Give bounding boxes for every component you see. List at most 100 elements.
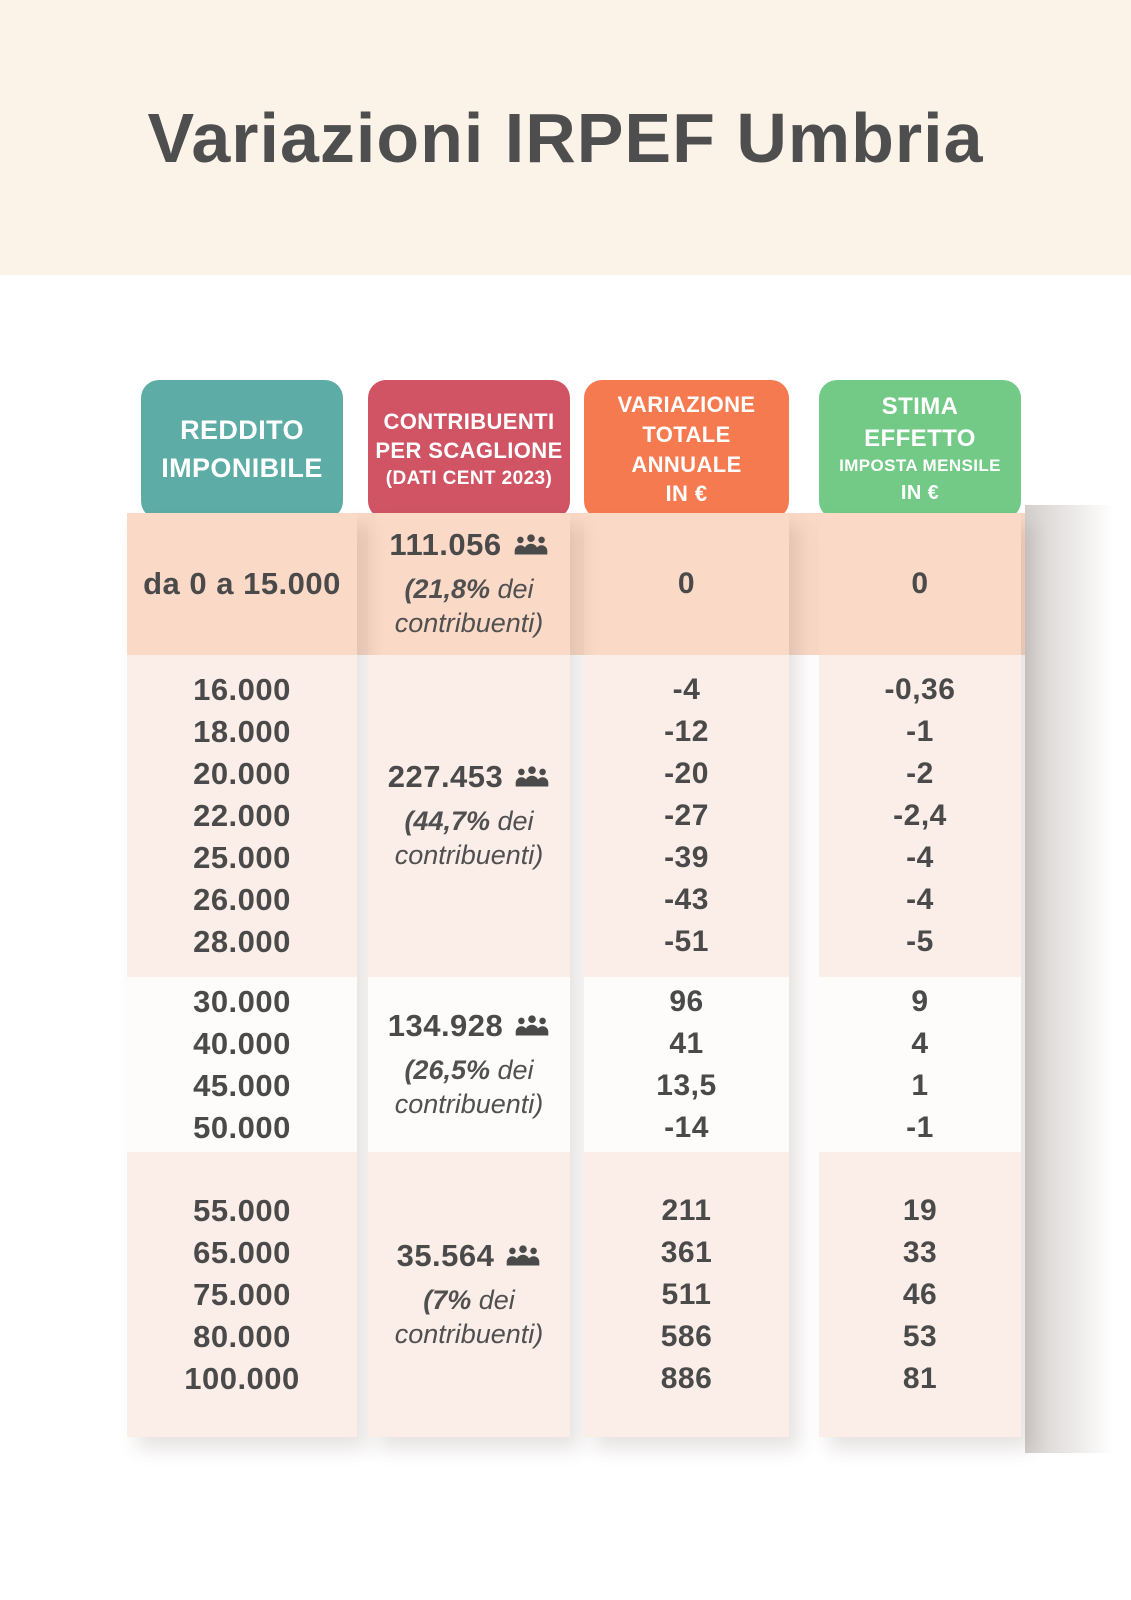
header-contribuenti: CONTRIBUENTI PER SCAGLIONE (DATI CENT 20… [368, 380, 570, 519]
contributors-count: 227.453 [388, 759, 551, 795]
annual-value: -51 [664, 925, 709, 958]
header-line: TOTALE [642, 421, 731, 447]
header-line: STIMA [881, 393, 959, 421]
income-value: 25.000 [193, 840, 291, 875]
monthly-value: -4 [906, 883, 934, 916]
column-contribuenti: 111.056 (21,8% dei contribuenti) 227.453 [368, 513, 570, 1437]
annual-cell-row2: -4 -12 -20 -27 -39 -43 -51 [584, 655, 789, 977]
income-value: 16.000 [193, 672, 291, 707]
percentage-label: dei contribuenti) [394, 1054, 544, 1119]
people-group-icon [514, 534, 547, 555]
percentage-label: dei contribuenti) [394, 1284, 544, 1349]
header-line: IN € [900, 481, 940, 504]
contributors-percentage: (7% dei contribuenti) [370, 1284, 568, 1352]
column-variazione-annuale: 0 -4 -12 -20 -27 -39 -43 -51 96 41 13,5 … [584, 513, 789, 1437]
annual-value: 511 [661, 1277, 712, 1311]
monthly-value: -2,4 [893, 799, 947, 832]
people-group-icon [515, 1015, 549, 1036]
row1-band [127, 513, 1025, 655]
income-cell-row3: 30.000 40.000 45.000 50.000 [127, 977, 357, 1152]
annual-cell-row1: 0 [584, 513, 789, 655]
income-cell-row4: 55.000 65.000 75.000 80.000 100.000 [127, 1152, 357, 1437]
annual-value: 361 [660, 1235, 713, 1269]
contributors-percentage: (44,7% dei contribuenti) [370, 805, 568, 873]
income-value: 50.000 [193, 1109, 291, 1145]
income-value: 55.000 [193, 1192, 291, 1228]
contributors-percentage: (26,5% dei contribuenti) [370, 1054, 568, 1122]
annual-value: 96 [669, 984, 704, 1018]
header-stima-mensile: STIMA EFFETTO IMPOSTA MENSILE IN € [819, 380, 1021, 519]
contributors-percentage: (21,8% dei contribuenti) [370, 573, 568, 641]
contributors-count-value: 111.056 [389, 527, 502, 563]
annual-value: 0 [677, 567, 696, 600]
annual-value: 13,5 [656, 1068, 717, 1102]
annual-value: 211 [661, 1193, 712, 1227]
monthly-value: 0 [911, 567, 929, 600]
annual-value: -12 [664, 715, 709, 748]
monthly-cell-row2: -0,36 -1 -2 -2,4 -4 -4 -5 [819, 655, 1021, 977]
annual-value: 41 [669, 1026, 704, 1060]
monthly-value: -1 [906, 1110, 934, 1144]
contributors-count-value: 35.564 [396, 1237, 495, 1273]
monthly-value: -5 [906, 925, 934, 958]
income-value: 65.000 [193, 1234, 291, 1270]
income-value: 26.000 [193, 882, 291, 917]
monthly-value: 33 [902, 1235, 938, 1269]
people-group-icon [515, 766, 549, 787]
income-cell-row2: 16.000 18.000 20.000 22.000 25.000 26.00… [127, 655, 357, 977]
header-line: IMPOSTA MENSILE [839, 455, 1001, 475]
percentage-value: (7% [423, 1284, 472, 1315]
title-banner: Variazioni IRPEF Umbria [0, 0, 1131, 275]
monthly-value: 81 [902, 1361, 938, 1395]
monthly-cell-row4: 19 33 46 53 81 [819, 1152, 1021, 1437]
income-value: 18.000 [193, 714, 291, 749]
income-value: 20.000 [193, 756, 291, 791]
contributors-cell-row3: 134.928 (26,5% dei contribuenti) [368, 977, 570, 1152]
income-value: 22.000 [193, 798, 291, 833]
income-value: 80.000 [193, 1318, 291, 1354]
table-right-shadow [1025, 505, 1113, 1453]
header-line: (DATI CENT 2023) [385, 467, 553, 489]
monthly-cell-row1: 0 [819, 513, 1021, 655]
income-value: 100.000 [184, 1360, 300, 1396]
monthly-value: -1 [906, 715, 934, 748]
contributors-count: 134.928 [388, 1008, 551, 1044]
irpef-table: REDDITO IMPONIBILE CONTRIBUENTI PER SCAG… [127, 380, 1025, 1440]
contributors-count-value: 134.928 [387, 1007, 504, 1043]
monthly-value: 9 [911, 984, 929, 1018]
page-title: Variazioni IRPEF Umbria [147, 98, 984, 177]
annual-cell-row3: 96 41 13,5 -14 [584, 977, 789, 1152]
monthly-value: 1 [911, 1068, 929, 1102]
percentage-value: (44,7% [404, 806, 490, 837]
percentage-label: dei contribuenti) [394, 806, 544, 870]
header-line: IMPONIBILE [161, 452, 323, 483]
header-variazione-annuale: VARIAZIONE TOTALE ANNUALE IN € [584, 380, 789, 519]
monthly-value: 46 [902, 1277, 938, 1311]
header-line: ANNUALE [631, 451, 742, 477]
income-value: 45.000 [193, 1067, 291, 1103]
income-value: 40.000 [193, 1025, 291, 1061]
monthly-value: 53 [902, 1319, 938, 1353]
annual-value: -20 [664, 757, 709, 790]
income-value: da 0 a 15.000 [143, 566, 341, 601]
header-line: CONTRIBUENTI [383, 408, 555, 434]
annual-value: 886 [660, 1361, 713, 1395]
column-reddito-imponibile: da 0 a 15.000 16.000 18.000 20.000 22.00… [127, 513, 357, 1437]
header-line: IN € [665, 481, 708, 507]
percentage-value: (21,8% [404, 574, 490, 605]
contributors-cell-row1: 111.056 (21,8% dei contribuenti) [368, 513, 570, 655]
header-line: REDDITO [180, 414, 304, 445]
annual-value: -43 [664, 883, 709, 916]
income-value: 28.000 [193, 924, 291, 959]
contributors-cell-row2: 227.453 (44,7% dei contribuenti) [368, 655, 570, 977]
percentage-value: (26,5% [404, 1054, 490, 1085]
monthly-cell-row3: 9 4 1 -1 [819, 977, 1021, 1152]
income-value: 30.000 [193, 983, 291, 1019]
annual-value: -27 [664, 799, 709, 832]
column-effetto-mensile: 0 -0,36 -1 -2 -2,4 -4 -4 -5 9 4 1 -1 19 … [819, 513, 1021, 1437]
percentage-label: dei contribuenti) [394, 574, 544, 638]
monthly-value: 4 [911, 1026, 929, 1060]
monthly-value: -4 [906, 841, 934, 874]
header-line: VARIAZIONE [617, 392, 756, 418]
